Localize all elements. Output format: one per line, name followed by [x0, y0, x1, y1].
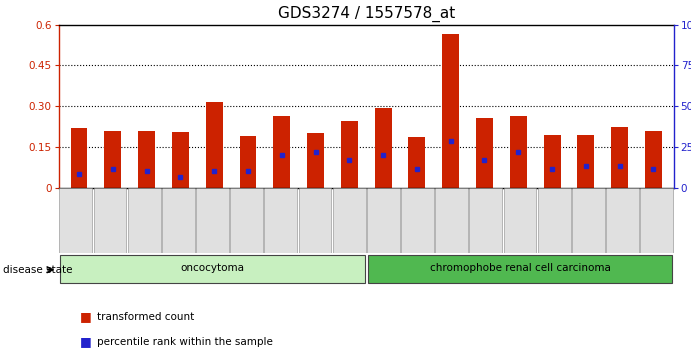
- Bar: [408, 137, 426, 188]
- Bar: [172, 132, 189, 188]
- Bar: [435, 188, 468, 253]
- Bar: [367, 188, 399, 253]
- Bar: [196, 188, 229, 253]
- Title: GDS3274 / 1557578_at: GDS3274 / 1557578_at: [278, 6, 455, 22]
- Bar: [274, 116, 290, 188]
- Bar: [59, 188, 92, 253]
- Bar: [230, 188, 263, 253]
- Bar: [401, 188, 434, 253]
- Text: percentile rank within the sample: percentile rank within the sample: [97, 337, 273, 347]
- Bar: [138, 131, 155, 188]
- Text: ■: ■: [79, 335, 91, 348]
- Bar: [375, 108, 392, 188]
- Bar: [442, 34, 459, 188]
- Bar: [240, 136, 256, 188]
- Bar: [612, 126, 628, 188]
- Text: oncocytoma: oncocytoma: [180, 263, 245, 273]
- Bar: [307, 133, 324, 188]
- Bar: [578, 135, 594, 188]
- Bar: [299, 188, 332, 253]
- Bar: [93, 188, 126, 253]
- Bar: [510, 116, 527, 188]
- Bar: [469, 188, 502, 253]
- Bar: [368, 255, 672, 283]
- Bar: [538, 188, 571, 253]
- Bar: [206, 102, 223, 188]
- Bar: [333, 188, 366, 253]
- Text: ■: ■: [79, 310, 91, 323]
- Bar: [645, 131, 662, 188]
- Text: chromophobe renal cell carcinoma: chromophobe renal cell carcinoma: [430, 263, 610, 273]
- Bar: [60, 255, 365, 283]
- Bar: [572, 188, 605, 253]
- Text: transformed count: transformed count: [97, 312, 194, 322]
- Bar: [104, 131, 121, 188]
- Bar: [70, 128, 88, 188]
- Bar: [476, 118, 493, 188]
- Bar: [265, 188, 297, 253]
- Bar: [341, 121, 358, 188]
- Bar: [641, 188, 673, 253]
- Bar: [128, 188, 160, 253]
- Bar: [544, 135, 560, 188]
- Bar: [162, 188, 195, 253]
- Text: disease state: disease state: [3, 265, 73, 275]
- Bar: [504, 188, 536, 253]
- Bar: [606, 188, 639, 253]
